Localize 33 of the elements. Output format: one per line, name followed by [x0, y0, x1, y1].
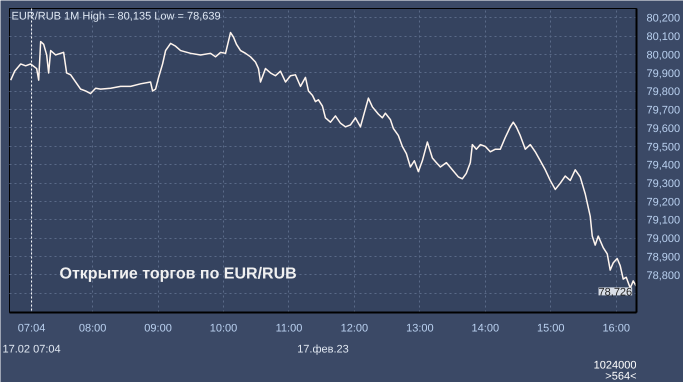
x-tick-label: 11:00: [276, 322, 302, 334]
text: 17.фев.23: [297, 344, 349, 356]
y-tick-label: 80,000: [646, 49, 680, 62]
x-tick-label: 09:00: [144, 322, 172, 334]
x-tick-label: 15:00: [537, 322, 565, 334]
annotation: 78,726: [598, 286, 632, 298]
ref-line-label: 17.02 07:04: [2, 344, 61, 356]
y-tick-label: 79,500: [646, 141, 680, 154]
y-tick-label: 79,100: [646, 214, 680, 227]
y-tick-label: 78,800: [646, 270, 680, 282]
x-tick-label: 16:00: [602, 322, 630, 334]
x-tick-label: 07:04: [18, 322, 46, 334]
text: >564<: [605, 370, 636, 382]
y-tick-label: 79,800: [646, 86, 680, 98]
text: 1024000: [594, 360, 637, 372]
y-tick-label: 79,400: [646, 160, 680, 172]
y-tick-label: 79,600: [646, 122, 680, 135]
x-tick-label: 08:00: [78, 322, 106, 334]
y-tick-label: 79,000: [646, 233, 680, 246]
y-tick-label: 78,900: [646, 251, 680, 264]
y-tick-label: 79,700: [646, 104, 680, 117]
y-tick-label: 79,900: [646, 68, 680, 80]
x-tick-label: 10:00: [210, 322, 238, 334]
annotation: Открытие торгов по EUR/RUB: [60, 266, 297, 282]
x-tick-label: 13:00: [406, 322, 434, 334]
y-tick-label: 80,200: [646, 12, 680, 25]
chart-title: EUR/RUB 1M High = 80,135 Low = 78,639: [12, 10, 221, 22]
x-tick-label: 14:00: [472, 322, 500, 334]
line-series: [10, 32, 636, 289]
y-tick-label: 80,100: [646, 31, 680, 44]
x-tick-label: 12:00: [340, 322, 368, 334]
y-tick-label: 79,200: [646, 196, 680, 208]
y-tick-label: 79,300: [646, 178, 680, 190]
